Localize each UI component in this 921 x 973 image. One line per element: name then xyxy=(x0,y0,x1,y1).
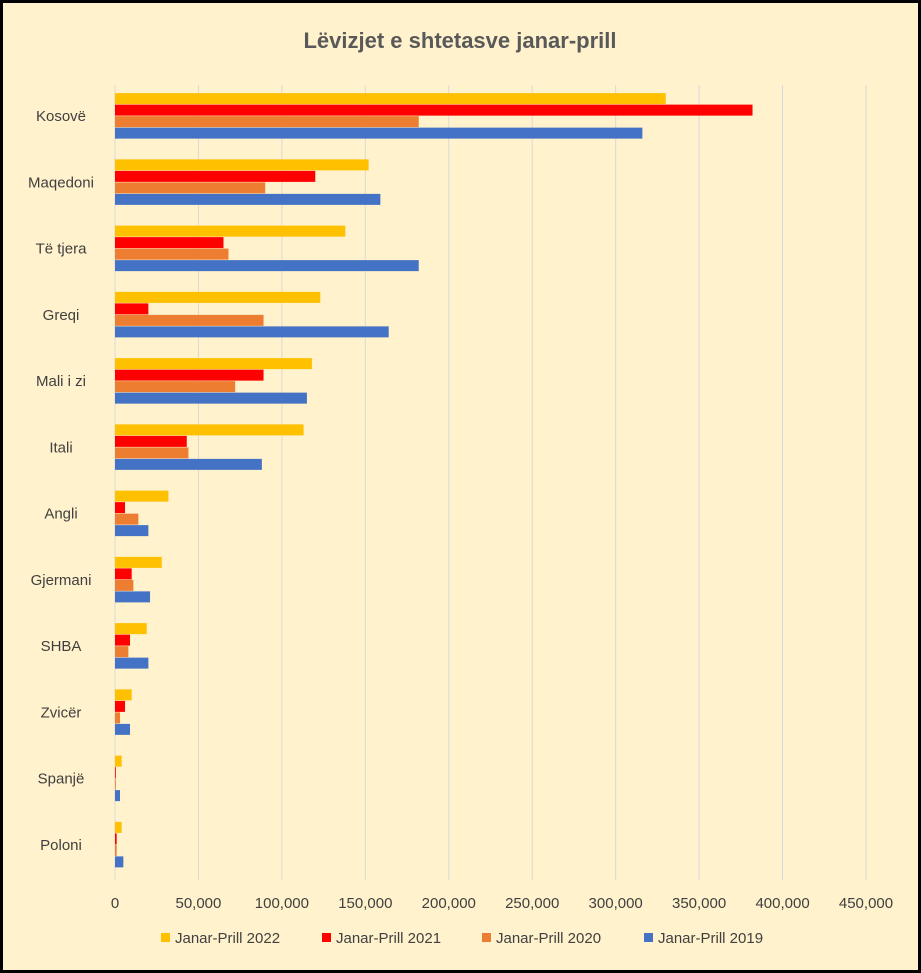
bar-janar-prill-2020-0 xyxy=(115,116,419,128)
bar-janar-prill-2022-1 xyxy=(115,159,369,171)
category-label: Maqedoni xyxy=(28,174,94,191)
bar-janar-prill-2019-6 xyxy=(115,525,149,537)
bar-janar-prill-2019-2 xyxy=(115,260,419,272)
chart-title: Lëvizjet e shtetasve janar-prill xyxy=(303,28,616,53)
tick-labels: 0 50,000 100,000 150,000 200,000 250,000 300,0… xyxy=(111,895,893,912)
bar-janar-prill-2021-8 xyxy=(115,634,131,646)
x-tick-label: 0 xyxy=(111,895,119,912)
bar-janar-prill-2021-10 xyxy=(115,767,116,779)
bar-janar-prill-2022-8 xyxy=(115,623,147,635)
category-label: Spanjë xyxy=(38,771,85,788)
bar-janar-prill-2021-11 xyxy=(115,833,117,845)
bar-janar-prill-2022-6 xyxy=(115,490,169,502)
x-tick-label: 450,000 xyxy=(839,895,893,912)
bar-janar-prill-2019-3 xyxy=(115,326,389,338)
bar-janar-prill-2020-4 xyxy=(115,381,236,393)
bar-janar-prill-2020-5 xyxy=(115,447,189,459)
legend-label: Janar-Prill 2022 xyxy=(175,930,280,947)
bar-janar-prill-2022-11 xyxy=(115,821,122,833)
bars xyxy=(115,93,753,868)
legend-swatch xyxy=(644,933,653,942)
x-tick-label: 150,000 xyxy=(338,895,392,912)
bar-janar-prill-2019-5 xyxy=(115,458,262,470)
x-tick-label: 50,000 xyxy=(175,895,221,912)
gridlines xyxy=(114,85,867,880)
category-label: Greqi xyxy=(43,307,80,324)
category-label: Angli xyxy=(44,506,77,523)
bar-janar-prill-2019-1 xyxy=(115,193,381,205)
bar-janar-prill-2021-3 xyxy=(115,303,149,315)
legend-swatch xyxy=(161,933,170,942)
bar-janar-prill-2019-4 xyxy=(115,392,307,404)
category-label: Gjermani xyxy=(31,572,92,589)
legend: Janar-Prill 2022 Janar-Prill 2021 Janar-Pr… xyxy=(161,930,763,947)
category-label: SHBA xyxy=(41,638,82,655)
bar-janar-prill-2022-10 xyxy=(115,755,122,767)
x-tick-label: 350,000 xyxy=(672,895,726,912)
bar-janar-prill-2020-8 xyxy=(115,646,129,658)
x-tick-label: 400,000 xyxy=(755,895,809,912)
bar-janar-prill-2021-5 xyxy=(115,435,187,447)
bar-janar-prill-2020-3 xyxy=(115,314,264,326)
bar-janar-prill-2020-9 xyxy=(115,712,121,724)
bar-janar-prill-2020-7 xyxy=(115,579,134,591)
bar-janar-prill-2019-8 xyxy=(115,657,149,669)
legend-swatch xyxy=(322,933,331,942)
bar-janar-prill-2020-1 xyxy=(115,182,266,194)
bar-janar-prill-2021-9 xyxy=(115,700,126,712)
bar-janar-prill-2021-7 xyxy=(115,568,132,580)
bar-janar-prill-2019-11 xyxy=(115,856,124,868)
legend-label: Janar-Prill 2020 xyxy=(496,930,601,947)
bar-janar-prill-2020-11 xyxy=(115,844,117,856)
bar-janar-prill-2020-6 xyxy=(115,513,139,525)
bar-janar-prill-2022-2 xyxy=(115,225,346,237)
category-label: Zvicër xyxy=(41,704,82,721)
bar-janar-prill-2019-9 xyxy=(115,723,131,735)
bar-janar-prill-2022-7 xyxy=(115,556,162,568)
x-tick-label: 100,000 xyxy=(255,895,309,912)
bar-janar-prill-2021-1 xyxy=(115,170,316,182)
bar-janar-prill-2022-9 xyxy=(115,689,132,701)
category-label: Itali xyxy=(49,439,72,456)
chart-svg: Lëvizjet e shtetasve janar-prill Kosovë M… xyxy=(28,28,893,947)
bar-janar-prill-2022-3 xyxy=(115,291,321,303)
category-label: Kosovë xyxy=(36,108,86,125)
legend-swatch xyxy=(482,933,491,942)
bar-janar-prill-2019-0 xyxy=(115,127,643,139)
bar-janar-prill-2021-6 xyxy=(115,502,126,514)
category-label: Poloni xyxy=(40,837,82,854)
legend-label: Janar-Prill 2021 xyxy=(336,930,441,947)
bar-janar-prill-2021-0 xyxy=(115,104,753,116)
bar-janar-prill-2020-2 xyxy=(115,248,229,260)
bar-janar-prill-2020-10 xyxy=(115,778,116,790)
bar-janar-prill-2021-2 xyxy=(115,237,224,249)
bar-janar-prill-2021-4 xyxy=(115,369,264,381)
bar-janar-prill-2022-4 xyxy=(115,358,312,370)
bar-janar-prill-2022-5 xyxy=(115,424,304,436)
category-labels: Kosovë Maqedoni Të tjera Greqi Mali i zi Ital… xyxy=(28,108,94,854)
category-label: Të tjera xyxy=(36,241,88,258)
x-tick-label: 200,000 xyxy=(422,895,476,912)
category-label: Mali i zi xyxy=(36,373,86,390)
legend-label: Janar-Prill 2019 xyxy=(658,930,763,947)
bar-janar-prill-2019-7 xyxy=(115,591,151,603)
bar-janar-prill-2019-10 xyxy=(115,790,121,802)
x-tick-label: 250,000 xyxy=(505,895,559,912)
bar-janar-prill-2022-0 xyxy=(115,93,666,105)
x-tick-label: 300,000 xyxy=(589,895,643,912)
